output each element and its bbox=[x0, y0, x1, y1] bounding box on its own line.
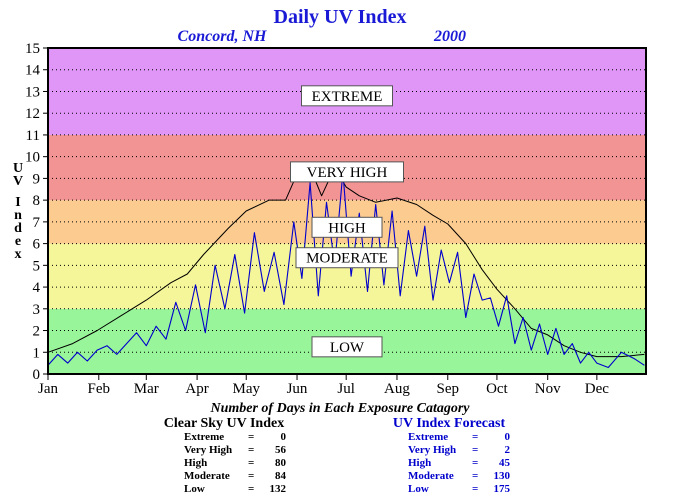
stat-value: 130 bbox=[494, 470, 511, 482]
y-tick-label: 10 bbox=[25, 150, 40, 166]
y-tick-label: 6 bbox=[33, 237, 41, 253]
y-axis-label-letter: V bbox=[13, 174, 23, 189]
band-label-box bbox=[290, 161, 404, 183]
y-tick-label: 14 bbox=[25, 63, 41, 79]
data-series bbox=[47, 167, 645, 369]
stat-equals: = bbox=[248, 444, 254, 456]
stat-label: Moderate bbox=[408, 470, 454, 482]
stat-value: 175 bbox=[494, 483, 511, 495]
y-tick-label: 1 bbox=[33, 345, 41, 361]
y-tick-label: 9 bbox=[33, 171, 41, 187]
stat-label: Low bbox=[408, 483, 429, 495]
stat-equals: = bbox=[248, 470, 254, 482]
y-tick-label: 7 bbox=[33, 215, 41, 231]
x-tick-label: Jun bbox=[287, 381, 308, 397]
band-label: EXTREME bbox=[312, 89, 383, 105]
stat-equals: = bbox=[248, 483, 254, 495]
band-label-box bbox=[295, 247, 399, 269]
stat-label: Very High bbox=[184, 444, 232, 456]
stat-label: Moderate bbox=[184, 470, 230, 482]
y-axis-label-letter: x bbox=[15, 247, 22, 262]
stat-equals: = bbox=[472, 457, 478, 469]
uv-category-labels: LOW MODERATE HIGH VERY HIGH EXTREME bbox=[290, 85, 404, 358]
x-tick-label: May bbox=[232, 381, 260, 397]
x-tick-label: Oct bbox=[486, 381, 508, 397]
stat-value: 45 bbox=[499, 457, 511, 469]
y-tick-label: 3 bbox=[33, 302, 41, 318]
band-label-box bbox=[311, 336, 383, 358]
x-axis-ticks: Jan Feb Mar Apr May Jun Jul Aug Sep Oct Nov Dec bbox=[38, 374, 609, 397]
forecast-stats-heading: UV Index Forecast bbox=[393, 416, 506, 431]
y-axis-label-letter: I bbox=[15, 195, 20, 210]
y-tick-label: 15 bbox=[25, 41, 40, 57]
x-tick-label: Apr bbox=[185, 381, 208, 397]
y-tick-label: 11 bbox=[26, 128, 40, 144]
band-label: VERY HIGH bbox=[307, 165, 388, 181]
y-tick-label: 12 bbox=[25, 106, 40, 122]
x-tick-label: Mar bbox=[134, 381, 159, 397]
x-tick-label: Jan bbox=[38, 381, 58, 397]
band-label-box bbox=[301, 85, 393, 107]
y-axis-label-letter: e bbox=[15, 234, 21, 249]
y-tick-label: 8 bbox=[33, 193, 41, 209]
forecast-series-line bbox=[47, 171, 645, 369]
x-tick-label: Jul bbox=[337, 381, 355, 397]
stat-equals: = bbox=[472, 470, 478, 482]
band-label: MODERATE bbox=[306, 251, 388, 267]
x-tick-label: Dec bbox=[585, 381, 609, 397]
forecast-stats-table: Extreme = 0 Very High = 2 High = 45 Moderate = 130 L… bbox=[408, 431, 511, 495]
clear-sky-stats-table: Extreme = 0 Very High = 56 High = 80 Moderate = 84 L… bbox=[184, 431, 287, 495]
y-tick-label: 4 bbox=[33, 280, 41, 296]
stat-value: 0 bbox=[281, 431, 287, 443]
stat-equals: = bbox=[472, 431, 478, 443]
clear-sky-stats-heading: Clear Sky UV Index bbox=[164, 416, 284, 431]
stat-value: 0 bbox=[505, 431, 511, 443]
y-axis-label-letter: d bbox=[14, 221, 22, 236]
stat-value: 80 bbox=[275, 457, 287, 469]
y-tick-label: 2 bbox=[33, 324, 41, 340]
stat-value: 56 bbox=[275, 444, 287, 456]
stat-value: 132 bbox=[270, 483, 287, 495]
x-tick-label: Sep bbox=[437, 381, 460, 397]
stat-equals: = bbox=[472, 444, 478, 456]
clear-sky-series-line bbox=[47, 167, 645, 358]
band-label-box bbox=[311, 216, 383, 238]
chart-year: 2000 bbox=[433, 28, 466, 45]
plot-frame bbox=[47, 47, 647, 375]
stats-caption: Number of Days in Each Exposure Catagory bbox=[209, 401, 470, 416]
chart-location: Concord, NH bbox=[178, 28, 267, 45]
stat-label: Low bbox=[184, 483, 205, 495]
stat-value: 2 bbox=[505, 444, 511, 456]
band-label: LOW bbox=[330, 340, 365, 356]
stat-label: Extreme bbox=[408, 431, 448, 443]
stat-equals: = bbox=[472, 483, 478, 495]
y-tick-label: 5 bbox=[33, 258, 41, 274]
stat-label: High bbox=[408, 457, 431, 469]
stat-label: High bbox=[184, 457, 207, 469]
stat-equals: = bbox=[248, 431, 254, 443]
x-tick-label: Aug bbox=[384, 381, 410, 397]
y-tick-label: 13 bbox=[25, 84, 40, 100]
chart-title: Daily UV Index bbox=[274, 6, 407, 28]
stat-value: 84 bbox=[275, 470, 287, 482]
y-axis-label-letter: U bbox=[13, 161, 23, 176]
stat-label: Extreme bbox=[184, 431, 224, 443]
x-tick-label: Nov bbox=[535, 381, 561, 397]
x-tick-label: Feb bbox=[88, 381, 111, 397]
y-axis-label-letter: n bbox=[14, 208, 22, 223]
stat-equals: = bbox=[248, 457, 254, 469]
y-tick-label: 0 bbox=[33, 367, 41, 383]
band-label: HIGH bbox=[328, 220, 366, 236]
stat-label: Very High bbox=[408, 444, 456, 456]
